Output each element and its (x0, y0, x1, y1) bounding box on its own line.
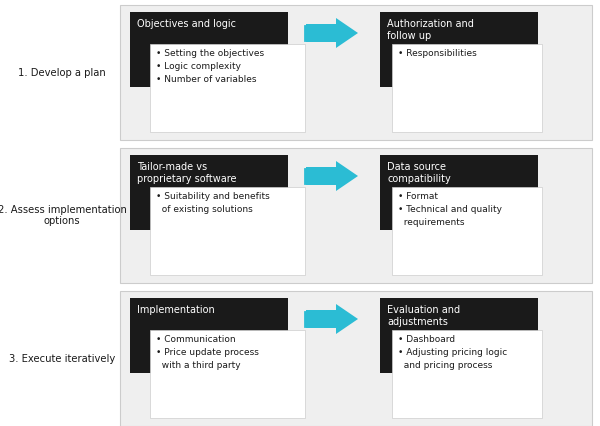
Bar (392, 187, 542, 275)
Text: Implementation: Implementation (137, 305, 215, 315)
Text: • Responsibilities: • Responsibilities (398, 49, 477, 58)
Text: • Format
• Technical and quality
  requirements: • Format • Technical and quality require… (398, 192, 502, 227)
Text: Authorization and
follow up: Authorization and follow up (387, 19, 474, 40)
Text: • Suitability and benefits
  of existing solutions: • Suitability and benefits of existing s… (156, 192, 270, 214)
Text: Tailor-made vs
proprietary software: Tailor-made vs proprietary software (137, 162, 236, 184)
Bar (150, 330, 305, 418)
Bar (392, 44, 542, 132)
Polygon shape (306, 161, 358, 191)
Bar (150, 44, 305, 132)
Bar (130, 155, 288, 230)
Bar (392, 330, 542, 418)
Bar (150, 187, 305, 275)
Bar (130, 12, 288, 87)
Text: 1. Develop a plan: 1. Develop a plan (18, 67, 106, 78)
Text: 2. Assess implementation
options: 2. Assess implementation options (0, 205, 127, 226)
Text: 3. Execute iteratively: 3. Execute iteratively (9, 354, 115, 363)
Polygon shape (306, 304, 358, 334)
Bar (380, 155, 538, 230)
Text: • Setting the objectives
• Logic complexity
• Number of variables: • Setting the objectives • Logic complex… (156, 49, 264, 84)
Text: Data source
compatibility: Data source compatibility (387, 162, 451, 184)
Bar (130, 298, 288, 373)
Polygon shape (306, 18, 358, 48)
Bar (120, 291, 592, 426)
Text: • Communication
• Price update process
  with a third party: • Communication • Price update process w… (156, 335, 259, 370)
Bar (120, 148, 592, 283)
Bar (120, 5, 592, 140)
Text: Objectives and logic: Objectives and logic (137, 19, 236, 29)
Text: • Dashboard
• Adjusting pricing logic
  and pricing process: • Dashboard • Adjusting pricing logic an… (398, 335, 507, 370)
Text: Evaluation and
adjustments: Evaluation and adjustments (387, 305, 460, 327)
Bar (380, 12, 538, 87)
Bar (380, 298, 538, 373)
